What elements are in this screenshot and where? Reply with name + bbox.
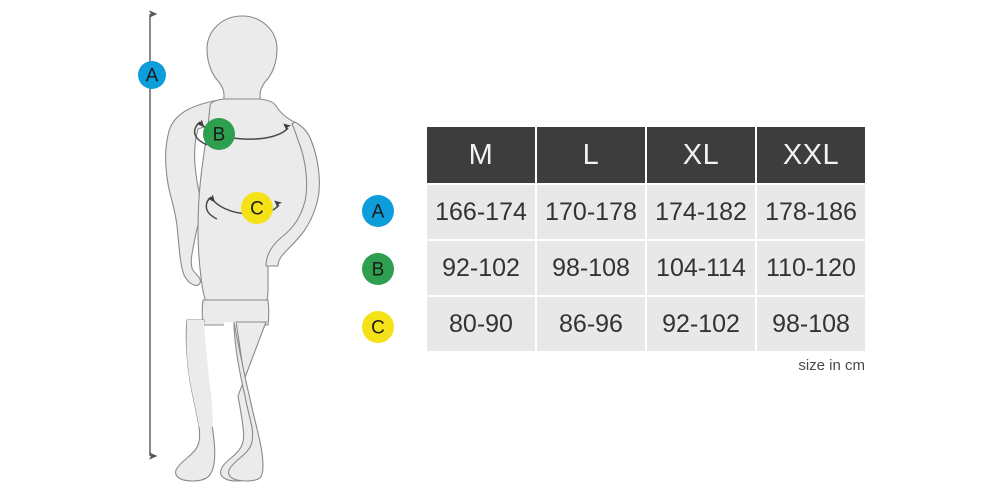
figure-badge-a: A <box>138 61 166 89</box>
cell-c-xl: 92-102 <box>647 297 755 351</box>
column-header-xl: XL <box>647 127 755 183</box>
row-badge-a-label: A <box>372 202 385 223</box>
chest-badge-label: B <box>213 125 226 146</box>
table-row: 92-102 98-108 104-114 110-120 <box>427 241 865 295</box>
table-row: 166-174 170-178 174-182 178-186 <box>427 185 865 239</box>
waist-badge-label: C <box>250 199 264 220</box>
row-badge-c: C <box>362 311 394 343</box>
cell-c-l: 86-96 <box>537 297 645 351</box>
column-header-xxl: XXL <box>757 127 865 183</box>
waist-badge-circle <box>241 192 273 224</box>
row-badge-c-circle <box>362 311 394 343</box>
figure-badge-c: C <box>241 192 273 224</box>
height-badge-circle <box>138 61 166 89</box>
body-figure-panel: A B C <box>0 0 350 500</box>
row-badge-b-label: B <box>372 260 385 281</box>
row-badge-b: B <box>362 253 394 285</box>
cell-c-xxl: 98-108 <box>757 297 865 351</box>
table-row: 80-90 86-96 92-102 98-108 <box>427 297 865 351</box>
cell-a-xxl: 178-186 <box>757 185 865 239</box>
row-badge-b-circle <box>362 253 394 285</box>
cell-a-l: 170-178 <box>537 185 645 239</box>
row-badge-c-label: C <box>371 318 385 339</box>
size-table: M L XL XXL 166-174 170-178 174-182 178-1… <box>425 125 867 353</box>
cell-b-xxl: 110-120 <box>757 241 865 295</box>
column-header-m: M <box>427 127 535 183</box>
table-header-row: M L XL XXL <box>427 127 865 183</box>
row-badge-a-circle <box>362 195 394 227</box>
cell-a-xl: 174-182 <box>647 185 755 239</box>
row-badge-a: A <box>362 195 394 227</box>
size-table-body: 166-174 170-178 174-182 178-186 92-102 9… <box>427 185 865 351</box>
cell-b-xl: 104-114 <box>647 241 755 295</box>
body-silhouette <box>165 15 320 482</box>
chest-badge-circle <box>203 118 235 150</box>
cell-a-m: 166-174 <box>427 185 535 239</box>
height-badge-label: A <box>146 66 159 87</box>
figure-badge-b: B <box>203 118 235 150</box>
cell-c-m: 80-90 <box>427 297 535 351</box>
body-figure-svg: A B C <box>138 10 320 482</box>
size-table-head: M L XL XXL <box>427 127 865 183</box>
cell-b-m: 92-102 <box>427 241 535 295</box>
size-unit-caption: size in cm <box>798 357 865 374</box>
column-header-l: L <box>537 127 645 183</box>
cell-b-l: 98-108 <box>537 241 645 295</box>
body-right-leg <box>228 321 264 482</box>
